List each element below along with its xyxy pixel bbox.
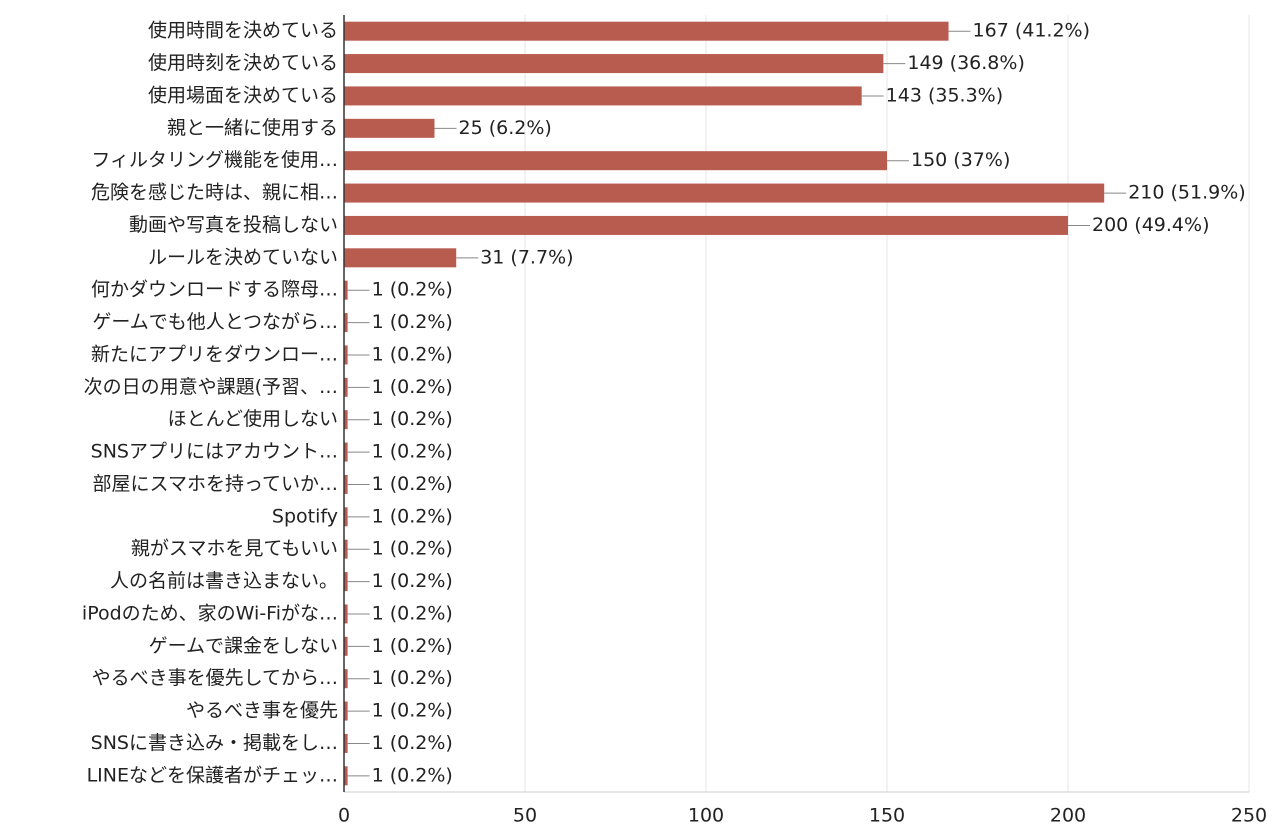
y-tick-label: 新たにアプリをダウンロー… — [91, 343, 338, 365]
y-tick-label: 部屋にスマホを持っていか… — [93, 473, 338, 495]
bar — [344, 733, 348, 753]
y-tick-label: フィルタリング機能を使用… — [91, 149, 338, 171]
bar — [344, 701, 348, 721]
y-tick-label: ルールを決めていない — [148, 246, 338, 268]
value-label: 149 (36.8%) — [907, 52, 1025, 74]
y-tick-label: 親がスマホを見てもいい — [131, 538, 338, 560]
value-label: 1 (0.2%) — [372, 538, 453, 560]
value-label: 25 (6.2%) — [459, 117, 552, 139]
y-tick-label: 次の日の用意や課題(予習、… — [84, 376, 338, 398]
y-tick-label: 使用時刻を決めている — [148, 52, 338, 74]
bar — [344, 474, 348, 494]
y-tick-label: 親と一緒に使用する — [167, 117, 338, 139]
y-tick-label: Spotify — [272, 505, 338, 527]
value-label: 31 (7.7%) — [480, 246, 573, 268]
y-tick-label: 何かダウンロードする際母… — [91, 279, 338, 301]
value-label: 1 (0.2%) — [372, 635, 453, 657]
y-tick-label: ゲームでも他人とつながら… — [92, 311, 338, 333]
bar — [344, 636, 348, 656]
bar — [344, 377, 348, 397]
bar — [344, 604, 348, 624]
x-tick-label: 200 — [1050, 805, 1086, 827]
y-tick-label: 使用場面を決めている — [148, 84, 338, 106]
value-label: 167 (41.2%) — [973, 20, 1091, 42]
bar — [344, 151, 887, 171]
bar — [344, 442, 348, 462]
value-label: 1 (0.2%) — [372, 408, 453, 430]
bar — [344, 54, 884, 74]
bar — [344, 21, 949, 41]
value-label: 200 (49.4%) — [1092, 214, 1210, 236]
bar — [344, 345, 348, 365]
value-label: 1 (0.2%) — [372, 602, 453, 624]
bar — [344, 215, 1068, 235]
value-label: 1 (0.2%) — [372, 343, 453, 365]
value-label: 1 (0.2%) — [372, 376, 453, 398]
bar — [344, 507, 348, 527]
y-tick-label: SNSに書き込み・掲載をし… — [91, 732, 338, 754]
bar — [344, 572, 348, 592]
y-tick-label: ほとんど使用しない — [168, 408, 338, 430]
x-tick-label: 100 — [688, 805, 724, 827]
bar — [344, 313, 348, 333]
x-tick-label: 0 — [338, 805, 350, 827]
y-tick-label: iPodのため、家のWi-Fiがな… — [82, 602, 338, 624]
value-label: 1 (0.2%) — [372, 473, 453, 495]
bar — [344, 280, 348, 300]
bar — [344, 183, 1105, 203]
x-tick-label: 50 — [513, 805, 537, 827]
value-label: 1 (0.2%) — [372, 667, 453, 689]
value-label: 1 (0.2%) — [372, 441, 453, 463]
value-label: 1 (0.2%) — [372, 279, 453, 301]
bar — [344, 539, 348, 559]
y-tick-label: 危険を感じた時は、親に相… — [91, 182, 338, 204]
y-tick-label: 使用時間を決めている — [148, 20, 338, 42]
value-label: 1 (0.2%) — [372, 700, 453, 722]
bar — [344, 86, 862, 106]
bar — [344, 766, 348, 786]
y-tick-label: やるべき事を優先 — [186, 700, 338, 722]
value-label: 1 (0.2%) — [372, 732, 453, 754]
value-label: 1 (0.2%) — [372, 764, 453, 786]
value-label: 1 (0.2%) — [372, 505, 453, 527]
value-label: 1 (0.2%) — [372, 311, 453, 333]
x-tick-label: 150 — [869, 805, 905, 827]
bar — [344, 669, 348, 689]
y-tick-label: ゲームで課金をしない — [149, 635, 338, 657]
value-label: 143 (35.3%) — [886, 84, 1004, 106]
y-tick-label: SNSアプリにはアカウント… — [91, 441, 338, 463]
y-tick-label: 動画や写真を投稿しない — [129, 214, 338, 236]
y-tick-label: LINEなどを保護者がチェッ… — [87, 764, 338, 786]
value-label: 210 (51.9%) — [1128, 182, 1246, 204]
x-tick-label: 250 — [1231, 805, 1267, 827]
bar — [344, 410, 348, 430]
value-label: 150 (37%) — [911, 149, 1010, 171]
bar — [344, 118, 435, 138]
value-label: 1 (0.2%) — [372, 570, 453, 592]
y-tick-label: 人の名前は書き込まない。 — [110, 570, 338, 592]
bar — [344, 248, 457, 268]
y-tick-label: やるべき事を優先してから… — [92, 667, 338, 689]
